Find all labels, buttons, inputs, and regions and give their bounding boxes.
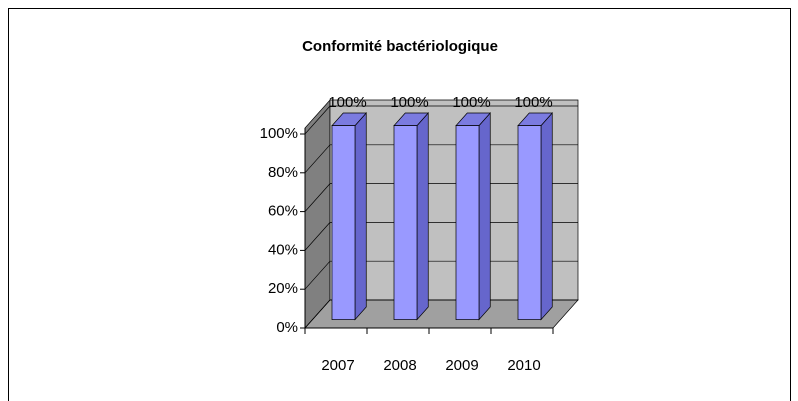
grid-line: [304, 183, 578, 212]
bar: [331, 125, 356, 320]
y-tick-label: 100%: [260, 125, 298, 142]
grid-line: [304, 144, 578, 174]
chart-title: Conformité bactériologique: [302, 38, 498, 55]
data-label: 100%: [328, 94, 366, 111]
chart-frame: [8, 8, 791, 401]
data-label: 100%: [452, 94, 490, 111]
y-tick-label: 60%: [268, 203, 298, 220]
bar: [517, 125, 542, 320]
bar: [393, 125, 418, 320]
x-tick-label: 2009: [445, 357, 478, 374]
grid-line: [304, 105, 578, 135]
x-tick-label: 2010: [507, 357, 540, 374]
x-tick-label: 2008: [383, 357, 416, 374]
grid-line: [304, 299, 578, 329]
bar-side: [478, 112, 491, 321]
bar-side: [354, 112, 367, 321]
grid-line: [304, 260, 578, 290]
bar: [455, 125, 480, 320]
side-wall: [304, 99, 331, 329]
bar-side: [416, 112, 429, 321]
data-label: 100%: [514, 94, 552, 111]
y-tick-label: 0%: [276, 319, 298, 336]
y-tick-label: 80%: [268, 164, 298, 181]
y-tick-label: 40%: [268, 241, 298, 258]
x-tick-label: 2007: [321, 357, 354, 374]
bar-side: [540, 112, 553, 321]
data-label: 100%: [390, 94, 428, 111]
y-tick-label: 20%: [268, 280, 298, 297]
grid-line: [304, 222, 578, 251]
